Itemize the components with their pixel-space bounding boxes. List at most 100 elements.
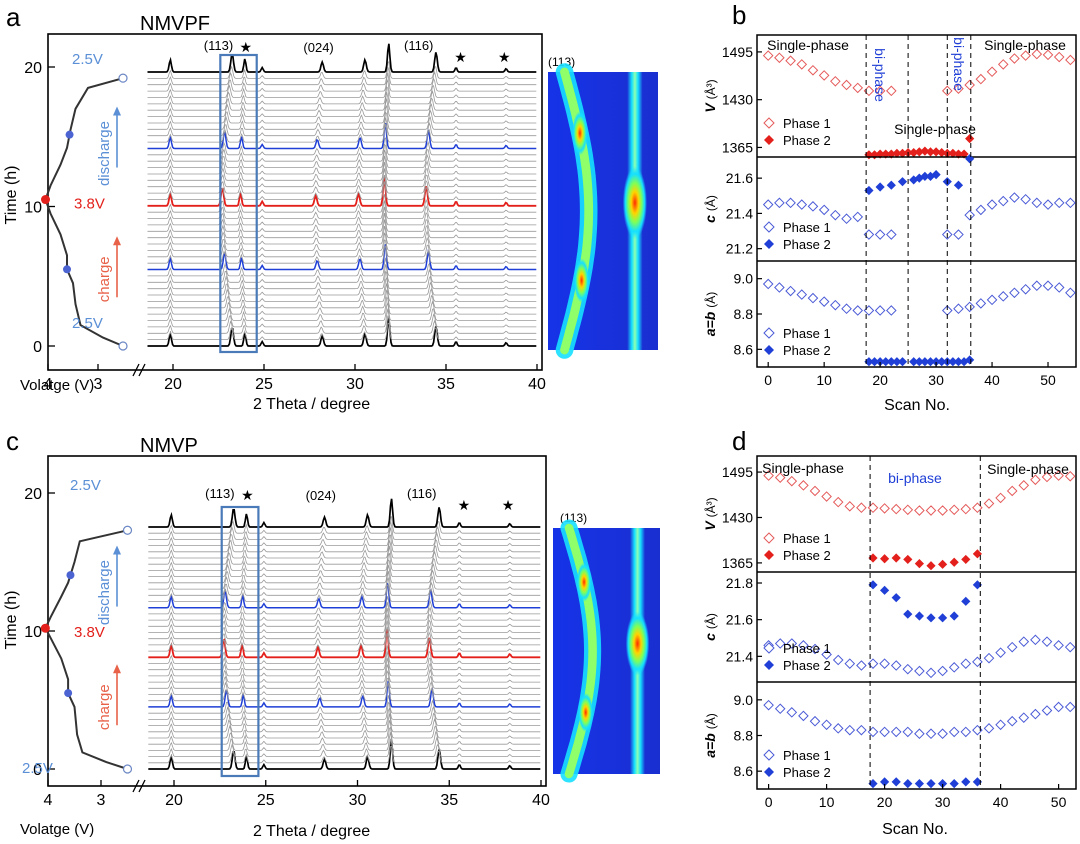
xrd-pattern [148,570,541,590]
y-tick-label: 21.6 [726,612,753,628]
xrd-pattern [147,92,537,111]
xrd-tick-label: 20 [164,376,182,393]
phase2-point [931,147,941,157]
phase2-point [909,147,919,158]
lattice-plot-d: 1365 1430 1495 V (Å³) Phase 1 Phase 2 21.4 21.6 2… [702,455,1077,810]
xlabel-b: Scan No. [884,397,950,414]
phase1-point [960,726,972,738]
phase2-point [897,357,908,367]
legend-phase2-marker [764,767,774,777]
phase1-point [914,665,925,677]
phase2-point [914,611,924,621]
charge-label: charge [96,684,113,730]
phase2-point [891,593,901,603]
time-tick-label: 0 [33,339,42,356]
phase1-point [995,719,1006,731]
phase1-point [902,726,914,738]
xrd-pattern [148,680,541,708]
y-axis-unit: (Å) [703,713,718,729]
phase1-point [997,195,1009,207]
xrd-stack-a: (113) (024) (116) ★ ★ ★ [147,38,537,354]
phase1-point [830,75,841,87]
xrd-pattern [148,545,541,565]
xrd-pattern [148,626,541,646]
phase1-point [902,504,914,516]
phase1-point [1042,280,1054,292]
voltage-line [44,77,124,347]
xrd-axis-label-a: 2 Theta / degree [253,396,370,413]
legend-phase1-marker [763,117,775,129]
xrd-pattern [148,498,541,528]
xrd-pattern [147,104,537,124]
phase1-point [995,492,1006,504]
phase2-point [972,580,982,590]
xrd-pattern [147,264,537,283]
phase1-point [774,472,786,483]
y-tick-label: 21.8 [726,575,753,591]
voltage-tick-label: 4 [44,376,53,393]
phase2-point [897,148,908,158]
phase1-point [1065,287,1076,299]
phase1-point [879,658,890,669]
phase1-point [975,73,987,85]
phase2-point [959,357,969,367]
phase1-point [1009,287,1020,299]
phase1-point [821,719,832,731]
xrd-pattern [148,695,541,714]
time-ticks-a: 0 10 20 [24,60,55,356]
discharge-label: discharge [96,121,113,186]
region-label: Single-phase [984,37,1066,53]
charge-arrow-head [113,664,121,674]
phase1-point [844,501,856,512]
phase1-point [798,710,809,722]
x-tick-label: 50 [1040,372,1056,388]
phase1-point [796,289,808,300]
xrd-pattern [147,155,537,175]
y-axis-unit: (Å) [703,613,718,629]
legend-phase2-marker [764,345,774,355]
phase2-point [903,554,913,565]
legend-phase2-marker [764,239,774,249]
time-tick-label: 10 [24,200,42,217]
phase1-point [762,278,774,290]
xrd-pattern [148,527,541,546]
phase2-point [914,147,924,157]
phase2-point [926,779,936,789]
phase1-point [1053,282,1065,293]
phase1-point [856,724,867,736]
xrd-pattern [147,111,537,130]
xrd-pattern [148,577,541,596]
phase1-point [937,665,948,677]
phase2-point [961,596,971,606]
phase1-point [786,475,798,487]
time-tick-label: 20 [24,60,42,77]
phase1-point [948,662,960,673]
voltage-curve-c: 2.5V 3.8V 2.5V charge discharge [22,477,133,777]
phase1-point [1030,474,1041,486]
y-tick-label: 8.6 [734,763,754,779]
phase1-point [953,83,964,94]
phase1-point [852,82,864,94]
frame-c [47,455,547,787]
heatmap-trace-hotspot [572,110,588,156]
phase1-point [830,209,841,221]
phase1-point [983,723,995,734]
xrd-pattern [147,66,537,86]
phase2-point [886,357,896,367]
phase2-point [961,777,971,787]
panel-title-a: NMVPF [140,13,210,35]
axis-break [132,779,146,793]
xrd-pattern [147,98,537,117]
xrd-pattern [147,162,537,181]
xrd-pattern [148,740,541,770]
xrd-pattern [148,720,541,739]
voltage-label-bottom: 2.5V [22,760,53,777]
phase1-point [856,502,867,514]
y-tick-label: 9.0 [734,271,754,287]
phase1-point [937,728,948,740]
phase1-point [796,59,808,70]
voltage-label-top: 2.5V [70,477,101,494]
xrd-pattern [147,78,537,98]
lattice-plot-b: 1365 1430 1495 V (Å³) Phase 1 Phase 2 21.2 21.4 2… [702,34,1077,388]
